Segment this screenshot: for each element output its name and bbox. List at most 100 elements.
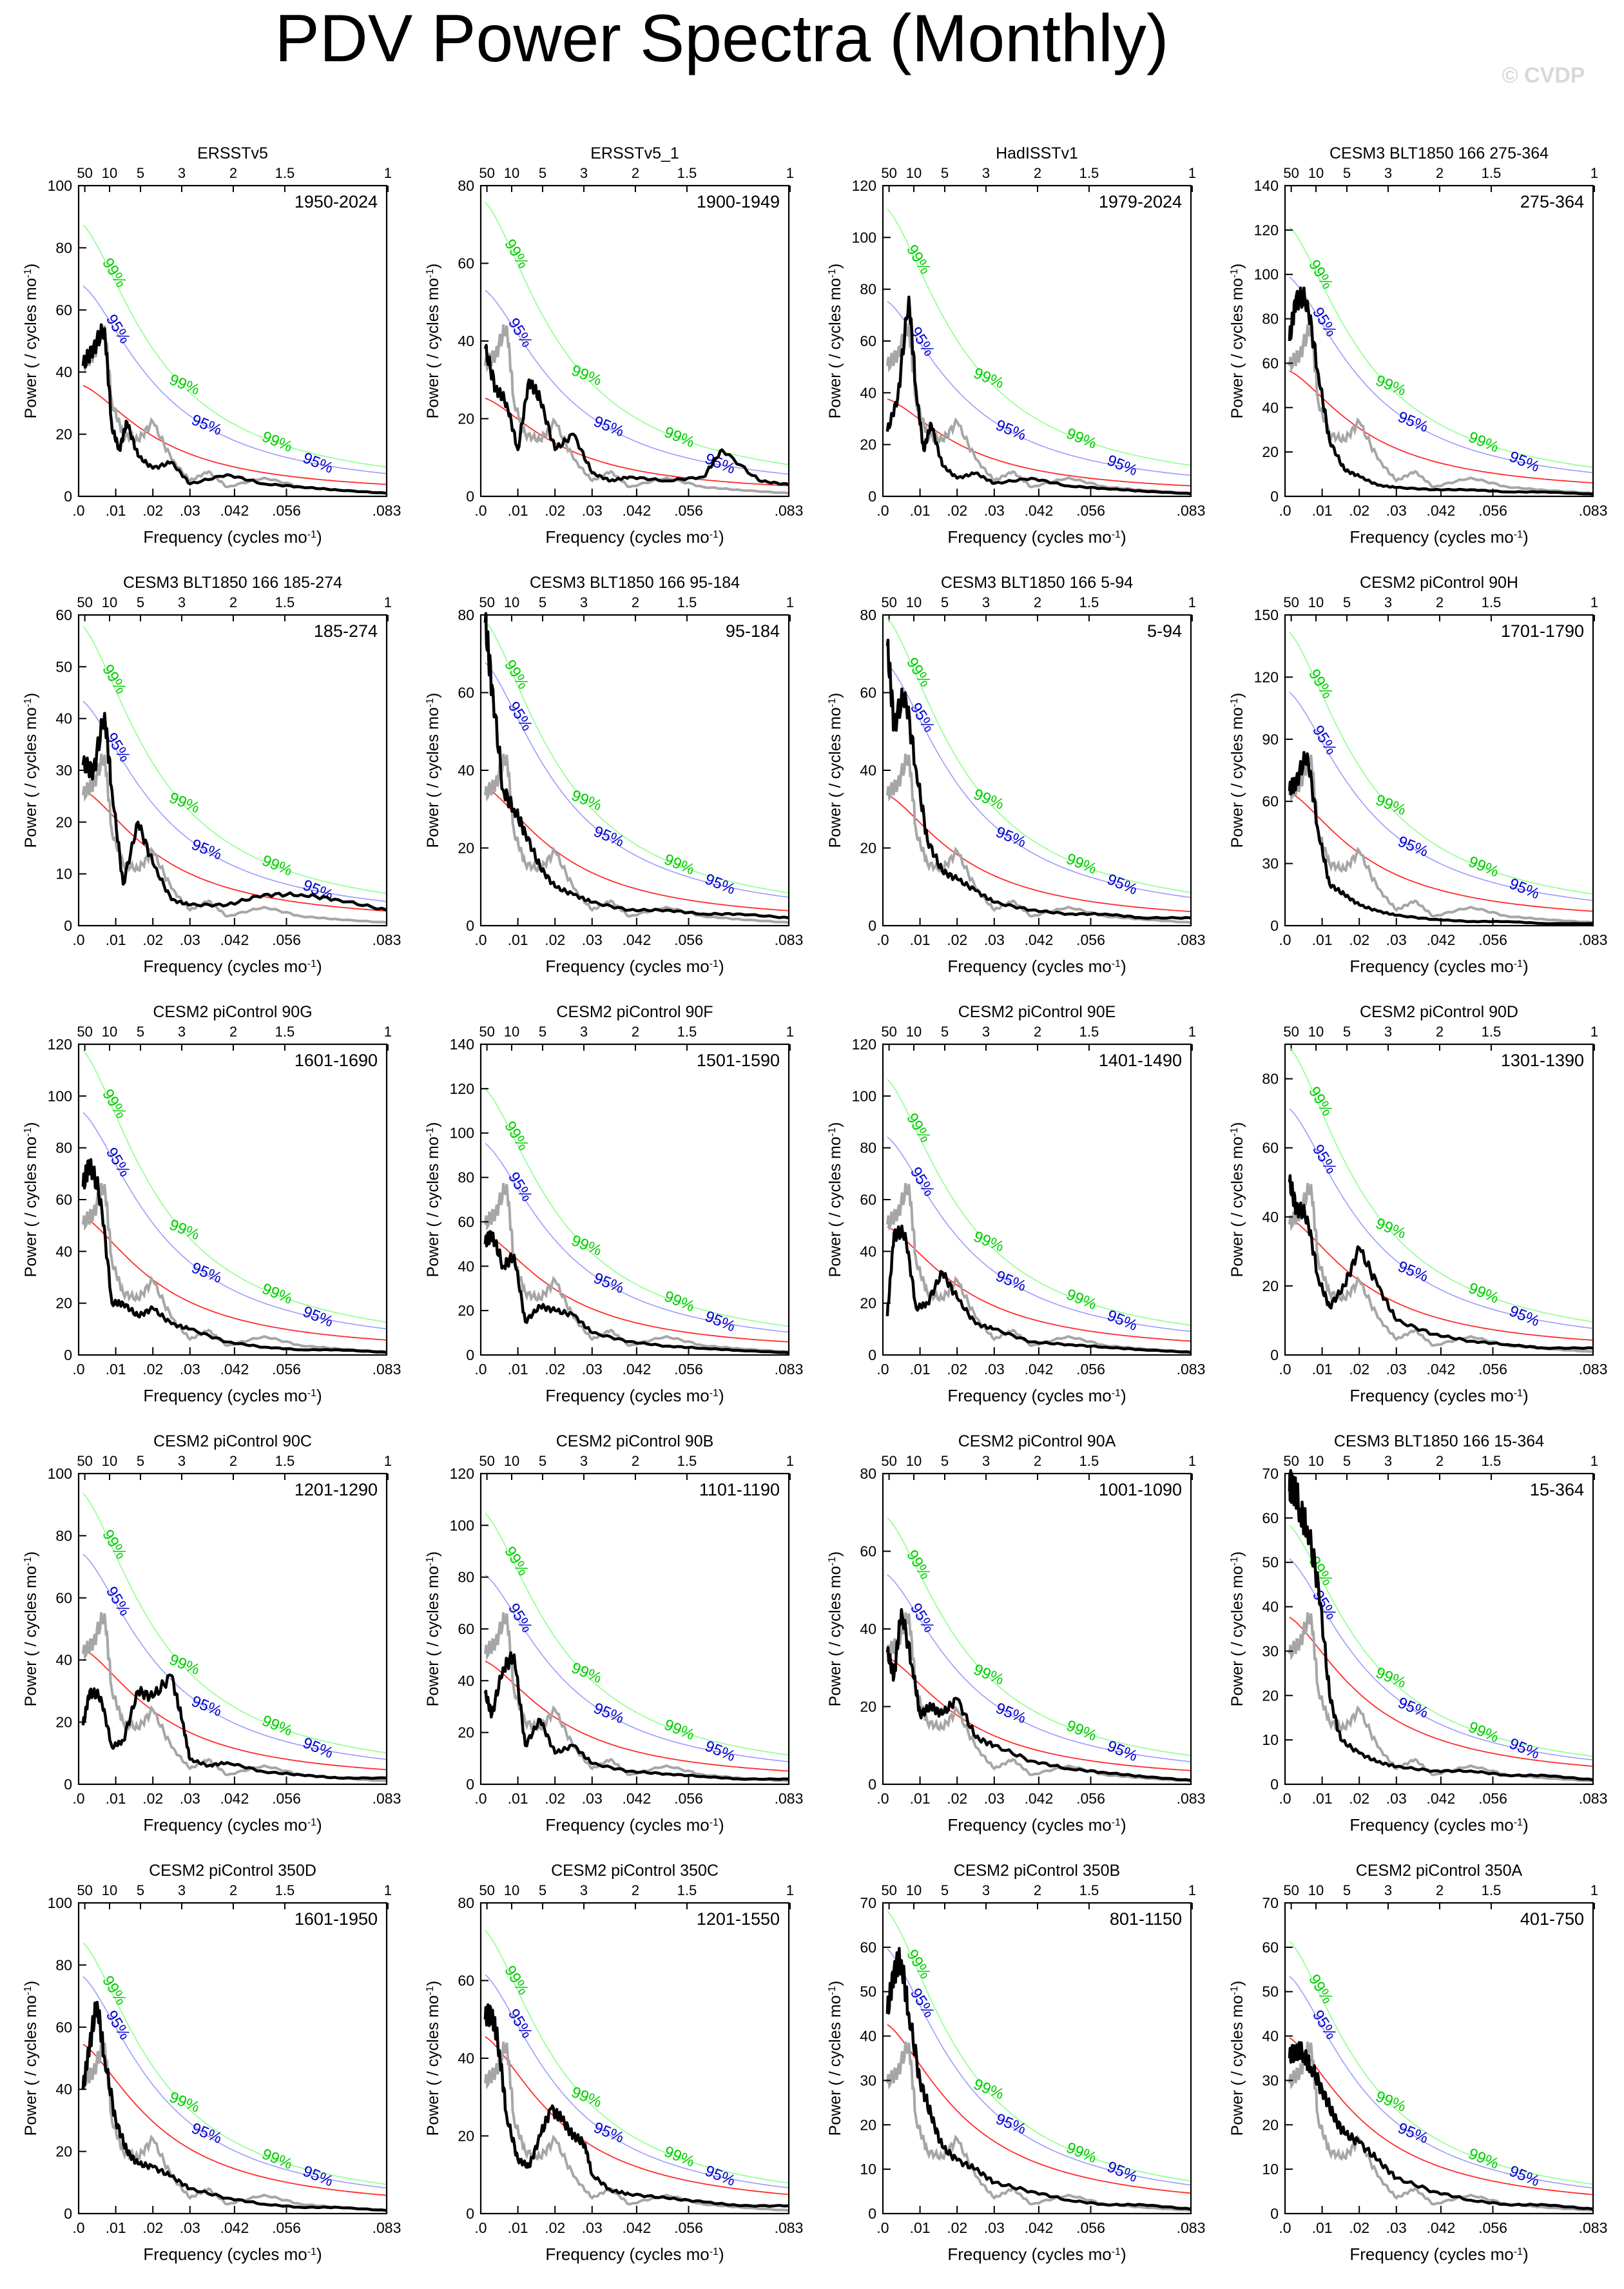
confidence-label-c95: 95% xyxy=(300,1734,336,1762)
period-tick-label: 10 xyxy=(906,1882,922,1898)
confidence-label-c95: 95% xyxy=(189,2119,224,2147)
y-tick-label: 50 xyxy=(860,1983,876,2000)
spectrum-line xyxy=(483,612,789,920)
period-label: 1950-2024 xyxy=(295,192,378,211)
y-tick-label: 150 xyxy=(1254,607,1279,623)
confidence-99-line xyxy=(887,1911,1190,2182)
confidence-label-c95: 95% xyxy=(1105,1737,1140,1765)
period-tick-label: 1.5 xyxy=(275,594,295,610)
plot-frame xyxy=(479,1043,790,1356)
spectrum-line xyxy=(81,2000,387,2212)
x-axis-label: Frequency (cycles mo-1) xyxy=(545,957,724,976)
x-tick-label: .01 xyxy=(1312,502,1333,519)
red-noise-line xyxy=(887,1226,1190,1342)
x-axis-label: Frequency (cycles mo-1) xyxy=(545,1386,724,1405)
spectrum-line xyxy=(885,1947,1192,2211)
period-tick-label: 1.5 xyxy=(275,165,295,181)
spectrum-panel-5: CESM3 BLT1850 166 185-274 50 10 5 3 2 1.5 1 99% 9… xyxy=(22,574,401,976)
period-tick-label: 5 xyxy=(941,594,949,610)
x-tick-label: .083 xyxy=(1177,502,1206,519)
period-label: 1401-1490 xyxy=(1099,1051,1182,1070)
x-tick-label: .01 xyxy=(106,502,126,519)
spectrum-panel-9: CESM2 piControl 90G 50 10 5 3 2 1.5 1 99% 95% 99% 9… xyxy=(22,1003,401,1405)
x-tick-label: .083 xyxy=(775,1361,804,1378)
x-tick-label: .0 xyxy=(72,502,84,519)
reference-spectrum-line xyxy=(483,324,789,495)
y-axis-label: Power ( / cycles mo-1) xyxy=(826,1122,844,1278)
y-tick-label: 40 xyxy=(458,762,474,779)
period-tick-label: 1 xyxy=(1188,1453,1196,1469)
x-axis-label: Frequency (cycles mo-1) xyxy=(143,1815,322,1835)
confidence-label-c99: 99% xyxy=(1305,257,1336,292)
period-tick-label: 5 xyxy=(137,165,144,181)
spectrum-line xyxy=(483,1230,789,1354)
x-tick-label: .03 xyxy=(984,1361,1005,1378)
confidence-label-c99: 99% xyxy=(99,1086,130,1122)
panel-title: CESM2 piControl 90H xyxy=(1360,574,1518,592)
period-tick-label: 2 xyxy=(229,165,237,181)
period-tick-label: 1.5 xyxy=(275,1453,295,1469)
confidence-label-c99: 99% xyxy=(167,789,202,817)
x-tick-label: .02 xyxy=(947,1790,967,1807)
period-tick-label: 5 xyxy=(941,1882,949,1898)
spectrum-line xyxy=(885,638,1192,920)
period-tick-label: 2 xyxy=(1034,1024,1041,1040)
x-tick-label: .02 xyxy=(545,931,565,948)
period-tick-label: 1 xyxy=(786,594,794,610)
y-tick-label: 20 xyxy=(458,2128,474,2145)
period-tick-label: 1 xyxy=(384,1024,392,1040)
y-tick-label: 40 xyxy=(55,2081,72,2098)
period-tick-label: 1 xyxy=(384,1882,392,1898)
y-tick-label: 100 xyxy=(48,1895,72,1911)
confidence-label-c99: 99% xyxy=(99,1972,130,2008)
y-axis-label: Power ( / cycles mo-1) xyxy=(22,1981,40,2136)
x-tick-label: .0 xyxy=(474,1361,487,1378)
period-tick-label: 3 xyxy=(982,1882,990,1898)
x-tick-label: .03 xyxy=(582,1790,603,1807)
x-tick-label: .01 xyxy=(1312,1361,1333,1378)
confidence-95-line xyxy=(1289,1976,1592,2188)
confidence-label-c99: 99% xyxy=(569,1232,604,1260)
x-tick-label: .02 xyxy=(1349,931,1369,948)
x-tick-label: .01 xyxy=(106,1361,126,1378)
period-tick-label: 3 xyxy=(178,1882,186,1898)
confidence-label-c95: 95% xyxy=(189,1259,224,1287)
x-axis-label: Frequency (cycles mo-1) xyxy=(1349,527,1528,547)
panel-title: CESM2 piControl 90C xyxy=(153,1432,312,1450)
y-tick-label: 120 xyxy=(48,1036,72,1053)
x-tick-label: .056 xyxy=(1076,2219,1105,2236)
confidence-label-c95: 95% xyxy=(993,2110,1029,2138)
confidence-label-c95: 95% xyxy=(1309,1142,1340,1177)
x-tick-label: .0 xyxy=(1279,1361,1291,1378)
period-tick-label: 5 xyxy=(1343,1882,1351,1898)
confidence-label-c99: 99% xyxy=(260,2145,295,2173)
reference-spectrum-line xyxy=(885,754,1192,924)
x-tick-label: .03 xyxy=(582,2219,603,2236)
period-tick-label: 5 xyxy=(1343,1024,1351,1040)
x-tick-label: .0 xyxy=(474,1790,487,1807)
period-label: 1201-1290 xyxy=(295,1480,378,1499)
y-tick-label: 60 xyxy=(55,607,72,623)
y-tick-label: 60 xyxy=(458,1213,474,1230)
period-tick-label: 2 xyxy=(632,1024,639,1040)
y-tick-label: 0 xyxy=(1270,917,1279,934)
confidence-99-line xyxy=(82,1942,386,2185)
period-tick-label: 3 xyxy=(982,165,990,181)
period-tick-label: 3 xyxy=(178,594,186,610)
confidence-label-c99: 99% xyxy=(99,661,130,697)
x-tick-label: .0 xyxy=(1279,1790,1291,1807)
x-tick-label: .042 xyxy=(1426,502,1455,519)
confidence-label-c99: 99% xyxy=(971,786,1007,813)
confidence-99-line xyxy=(887,1517,1190,1757)
spectrum-panel-6: CESM3 BLT1850 166 95-184 50 10 5 3 2 1.5 1 99% 95… xyxy=(424,574,803,976)
x-tick-label: .02 xyxy=(545,2219,565,2236)
period-tick-label: 1 xyxy=(786,1453,794,1469)
spectrum-line xyxy=(483,344,789,487)
period-label: 1601-1950 xyxy=(295,1909,378,1929)
panel-title: HadISSTv1 xyxy=(996,144,1078,162)
x-tick-label: .03 xyxy=(1386,1790,1407,1807)
red-noise-line xyxy=(1289,370,1592,483)
y-tick-label: 60 xyxy=(860,333,876,349)
y-axis-label: Power ( / cycles mo-1) xyxy=(22,1122,40,1278)
